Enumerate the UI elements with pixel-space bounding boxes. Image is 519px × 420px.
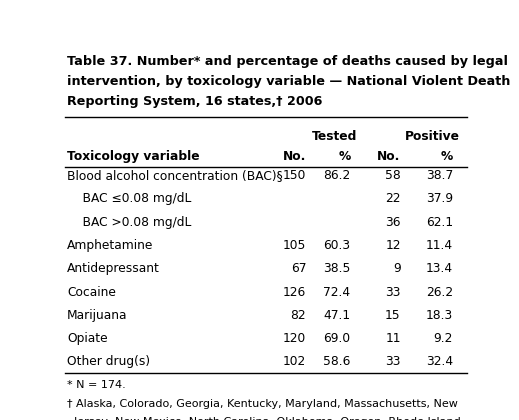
Text: Jersey, New Mexico, North Carolina, Oklahoma, Oregon, Rhode Island,: Jersey, New Mexico, North Carolina, Okla…: [67, 417, 464, 420]
Text: 37.9: 37.9: [426, 192, 453, 205]
Text: 69.0: 69.0: [323, 332, 350, 345]
Text: intervention, by toxicology variable — National Violent Death: intervention, by toxicology variable — N…: [67, 75, 510, 88]
Text: 72.4: 72.4: [323, 286, 350, 299]
Text: 36: 36: [385, 215, 401, 228]
Text: Table 37. Number* and percentage of deaths caused by legal: Table 37. Number* and percentage of deat…: [67, 55, 508, 68]
Text: 120: 120: [283, 332, 306, 345]
Text: 38.7: 38.7: [426, 169, 453, 182]
Text: 60.3: 60.3: [323, 239, 350, 252]
Text: 33: 33: [385, 355, 401, 368]
Text: 86.2: 86.2: [323, 169, 350, 182]
Text: Positive: Positive: [405, 130, 460, 143]
Text: † Alaska, Colorado, Georgia, Kentucky, Maryland, Massachusetts, New: † Alaska, Colorado, Georgia, Kentucky, M…: [67, 399, 458, 409]
Text: 11: 11: [385, 332, 401, 345]
Text: 82: 82: [291, 309, 306, 322]
Text: 9.2: 9.2: [434, 332, 453, 345]
Text: 62.1: 62.1: [426, 215, 453, 228]
Text: %: %: [441, 150, 453, 163]
Text: Blood alcohol concentration (BAC)§: Blood alcohol concentration (BAC)§: [67, 169, 283, 182]
Text: * N = 174.: * N = 174.: [67, 380, 126, 390]
Text: 58.6: 58.6: [323, 355, 350, 368]
Text: 105: 105: [283, 239, 306, 252]
Text: 47.1: 47.1: [323, 309, 350, 322]
Text: Toxicology variable: Toxicology variable: [67, 150, 199, 163]
Text: %: %: [338, 150, 350, 163]
Text: 58: 58: [385, 169, 401, 182]
Text: BAC ≤0.08 mg/dL: BAC ≤0.08 mg/dL: [67, 192, 192, 205]
Text: 38.5: 38.5: [323, 262, 350, 275]
Text: 150: 150: [283, 169, 306, 182]
Text: 11.4: 11.4: [426, 239, 453, 252]
Text: Opiate: Opiate: [67, 332, 107, 345]
Text: BAC >0.08 mg/dL: BAC >0.08 mg/dL: [67, 215, 192, 228]
Text: Amphetamine: Amphetamine: [67, 239, 153, 252]
Text: 32.4: 32.4: [426, 355, 453, 368]
Text: Marijuana: Marijuana: [67, 309, 127, 322]
Text: 15: 15: [385, 309, 401, 322]
Text: Cocaine: Cocaine: [67, 286, 116, 299]
Text: 67: 67: [291, 262, 306, 275]
Text: 22: 22: [385, 192, 401, 205]
Text: 102: 102: [283, 355, 306, 368]
Text: 9: 9: [393, 262, 401, 275]
Text: 13.4: 13.4: [426, 262, 453, 275]
Text: Tested: Tested: [312, 130, 357, 143]
Text: Antidepressant: Antidepressant: [67, 262, 160, 275]
Text: Reporting System, 16 states,† 2006: Reporting System, 16 states,† 2006: [67, 95, 322, 108]
Text: 33: 33: [385, 286, 401, 299]
Text: No.: No.: [377, 150, 401, 163]
Text: 18.3: 18.3: [426, 309, 453, 322]
Text: Other drug(s): Other drug(s): [67, 355, 150, 368]
Text: 26.2: 26.2: [426, 286, 453, 299]
Text: 12: 12: [385, 239, 401, 252]
Text: No.: No.: [283, 150, 306, 163]
Text: 126: 126: [283, 286, 306, 299]
